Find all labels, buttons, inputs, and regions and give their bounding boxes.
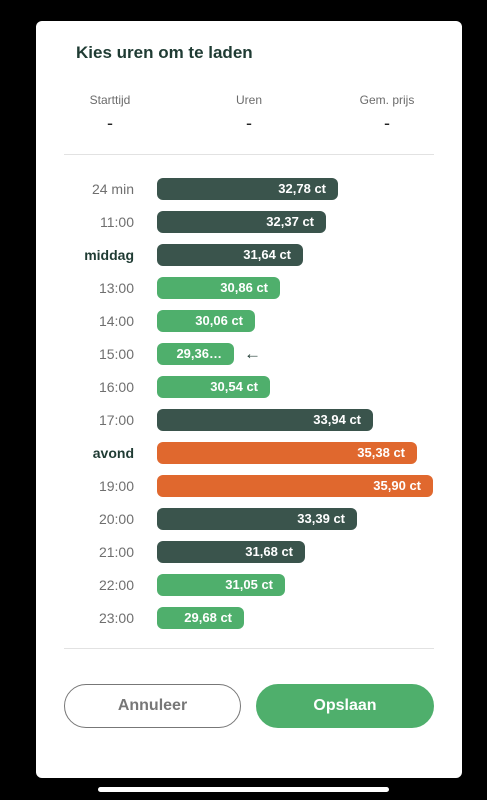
price-bar[interactable]: 30,06 ct — [157, 310, 255, 332]
hour-label: 19:00 — [98, 478, 134, 494]
hour-label: 22:00 — [98, 577, 134, 593]
price-bar[interactable]: 29,36… — [157, 343, 234, 365]
hour-row[interactable]: 20:00 33,39 ct — [36, 508, 462, 530]
price-bar[interactable]: 31,64 ct — [157, 244, 303, 266]
summary-stats: Starttijd - Uren - Gem. prijs - — [36, 93, 462, 143]
hour-row[interactable]: 22:00 31,05 ct — [36, 574, 462, 596]
price-bar[interactable]: 35,38 ct — [157, 442, 417, 464]
price-bar[interactable]: 35,90 ct — [157, 475, 433, 497]
hour-row[interactable]: 15:00 29,36… ← — [36, 343, 462, 365]
hour-row[interactable]: 23:00 29,68 ct — [36, 607, 462, 629]
stat-start-time: Starttijd - — [50, 93, 170, 134]
save-button[interactable]: Opslaan — [256, 684, 434, 728]
hour-row[interactable]: 16:00 30,54 ct — [36, 376, 462, 398]
hour-row[interactable]: 24 min 32,78 ct — [36, 178, 462, 200]
stat-value: - — [107, 113, 113, 133]
price-bar[interactable]: 31,05 ct — [157, 574, 285, 596]
price-bar[interactable]: 31,68 ct — [157, 541, 305, 563]
stat-label: Uren — [235, 93, 262, 107]
hour-row[interactable]: avond 35,38 ct — [36, 442, 462, 464]
hour-label: 13:00 — [98, 280, 134, 296]
divider-top — [64, 154, 434, 155]
stat-avg-price: Gem. prijs - — [327, 93, 447, 134]
hour-label: avond — [92, 445, 134, 461]
hour-label: middag — [84, 247, 134, 263]
price-bar[interactable]: 32,78 ct — [157, 178, 338, 200]
hour-row[interactable]: 13:00 30,86 ct — [36, 277, 462, 299]
stat-value: - — [246, 113, 252, 133]
hour-row[interactable]: 11:00 32,37 ct — [36, 211, 462, 233]
price-bar[interactable]: 33,94 ct — [157, 409, 373, 431]
hour-row[interactable]: 19:00 35,90 ct — [36, 475, 462, 497]
hour-label: 24 min — [91, 181, 134, 197]
stat-label: Gem. prijs — [359, 93, 415, 107]
stat-value: - — [384, 113, 390, 133]
dialog-title: Kies uren om te laden — [76, 43, 253, 62]
hour-label: 17:00 — [98, 412, 134, 428]
divider-bottom — [64, 648, 434, 649]
hour-label: 23:00 — [98, 610, 134, 626]
hour-label: 21:00 — [98, 544, 134, 560]
price-bar[interactable]: 30,86 ct — [157, 277, 280, 299]
hour-row[interactable]: middag 31,64 ct — [36, 244, 462, 266]
arrow-left-icon: ← — [244, 344, 261, 363]
hour-label: 20:00 — [98, 511, 134, 527]
hour-row[interactable]: 14:00 30,06 ct — [36, 310, 462, 332]
stat-hours: Uren - — [189, 93, 309, 134]
cancel-button[interactable]: Annuleer — [64, 684, 241, 728]
charge-hours-dialog: Kies uren om te laden Starttijd - Uren -… — [36, 21, 462, 778]
price-bar[interactable]: 32,37 ct — [157, 211, 326, 233]
hour-label: 14:00 — [98, 313, 134, 329]
hour-label: 15:00 — [98, 346, 134, 362]
hour-row[interactable]: 21:00 31,68 ct — [36, 541, 462, 563]
hour-row[interactable]: 17:00 33,94 ct — [36, 409, 462, 431]
stat-label: Starttijd — [89, 93, 131, 107]
hour-label: 16:00 — [98, 379, 134, 395]
price-bar[interactable]: 29,68 ct — [157, 607, 244, 629]
home-indicator — [98, 787, 389, 792]
price-bar[interactable]: 30,54 ct — [157, 376, 270, 398]
hour-label: 11:00 — [100, 214, 134, 230]
price-bar[interactable]: 33,39 ct — [157, 508, 357, 530]
